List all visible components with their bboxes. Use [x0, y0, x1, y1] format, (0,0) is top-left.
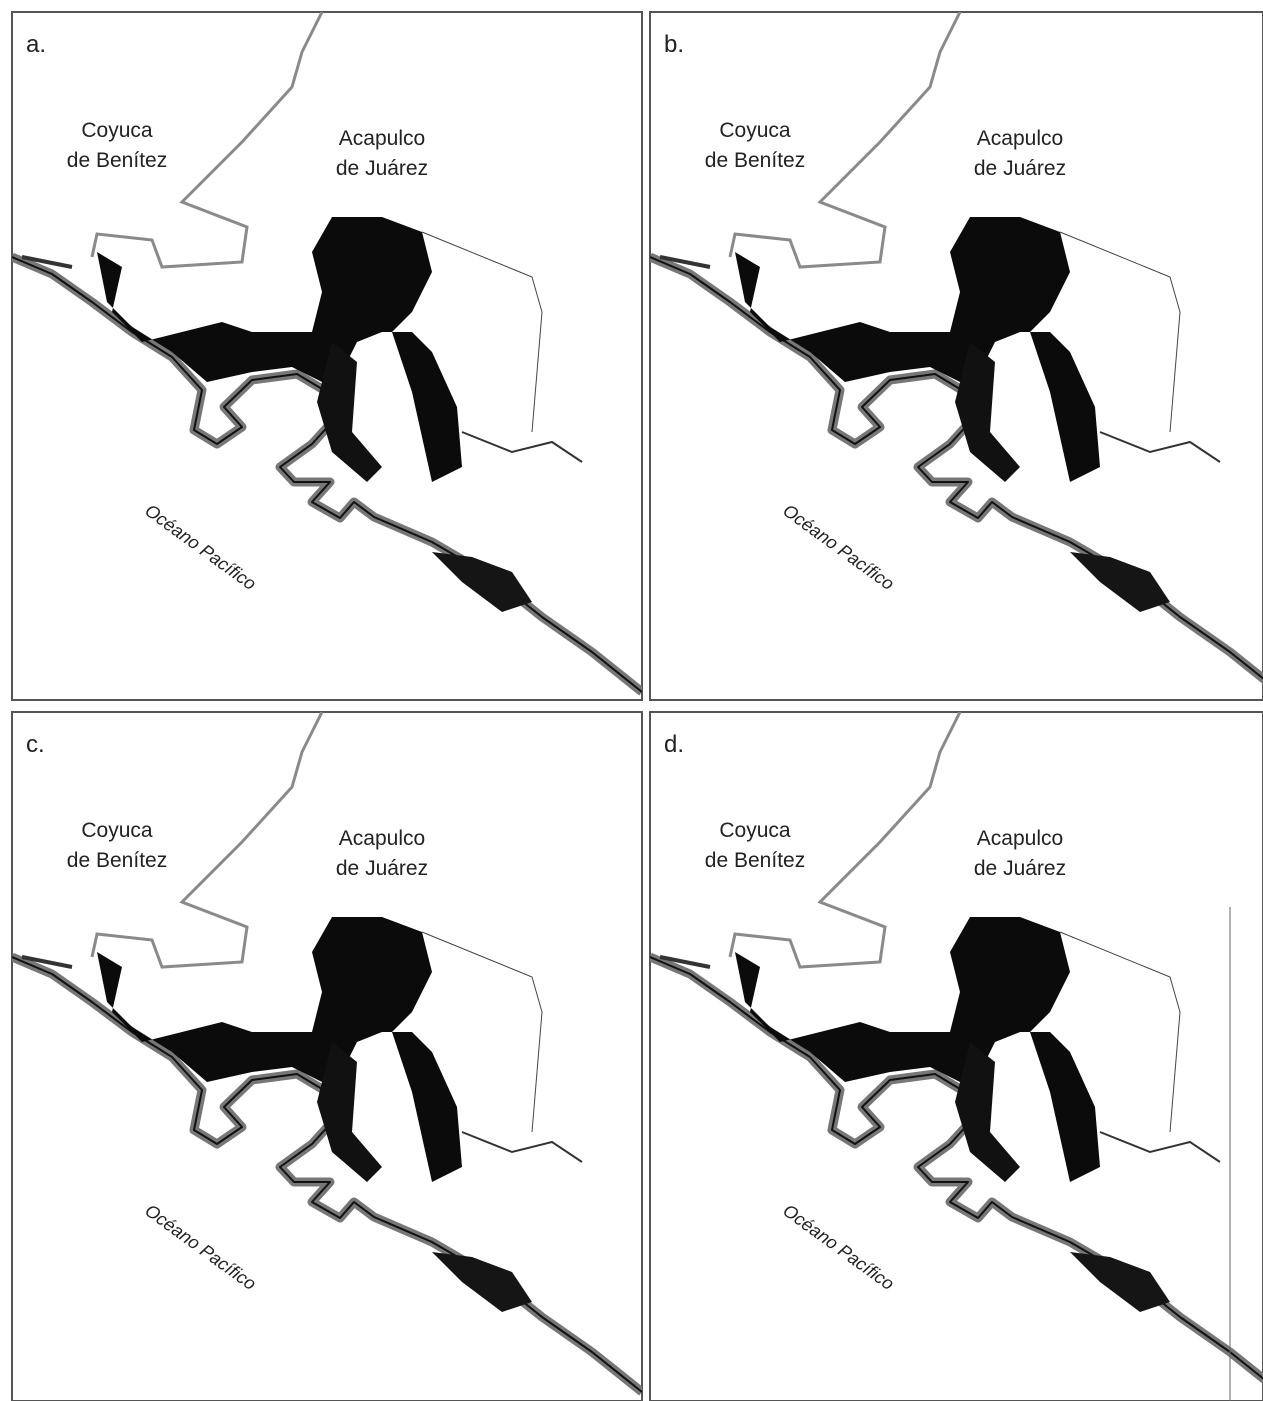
place-name: de Benítez	[67, 849, 167, 872]
place-name: Acapulco	[977, 127, 1063, 150]
place-name: Coyuca	[81, 819, 153, 842]
place-name: de Juárez	[974, 857, 1066, 880]
page: a.Coyucade BenítezAcapulcode JuárezOcéan…	[0, 0, 1263, 1401]
place-name: Acapulco	[339, 127, 425, 150]
panel-label: c.	[26, 731, 45, 758]
place-name: de Benítez	[67, 149, 167, 172]
panel-label: d.	[664, 731, 684, 758]
place-name: de Benítez	[705, 149, 805, 172]
place-name: de Benítez	[705, 849, 805, 872]
place-name: de Juárez	[336, 857, 428, 880]
panel-label: a.	[26, 31, 46, 58]
place-name: de Juárez	[336, 157, 428, 180]
place-name: Acapulco	[977, 827, 1063, 850]
place-name: Coyuca	[719, 819, 791, 842]
place-name: Coyuca	[719, 119, 791, 142]
panel-label: b.	[664, 31, 684, 58]
place-name: de Juárez	[974, 157, 1066, 180]
place-name: Coyuca	[81, 119, 153, 142]
place-name: Acapulco	[339, 827, 425, 850]
figure: a.Coyucade BenítezAcapulcode JuárezOcéan…	[0, 0, 1263, 1401]
